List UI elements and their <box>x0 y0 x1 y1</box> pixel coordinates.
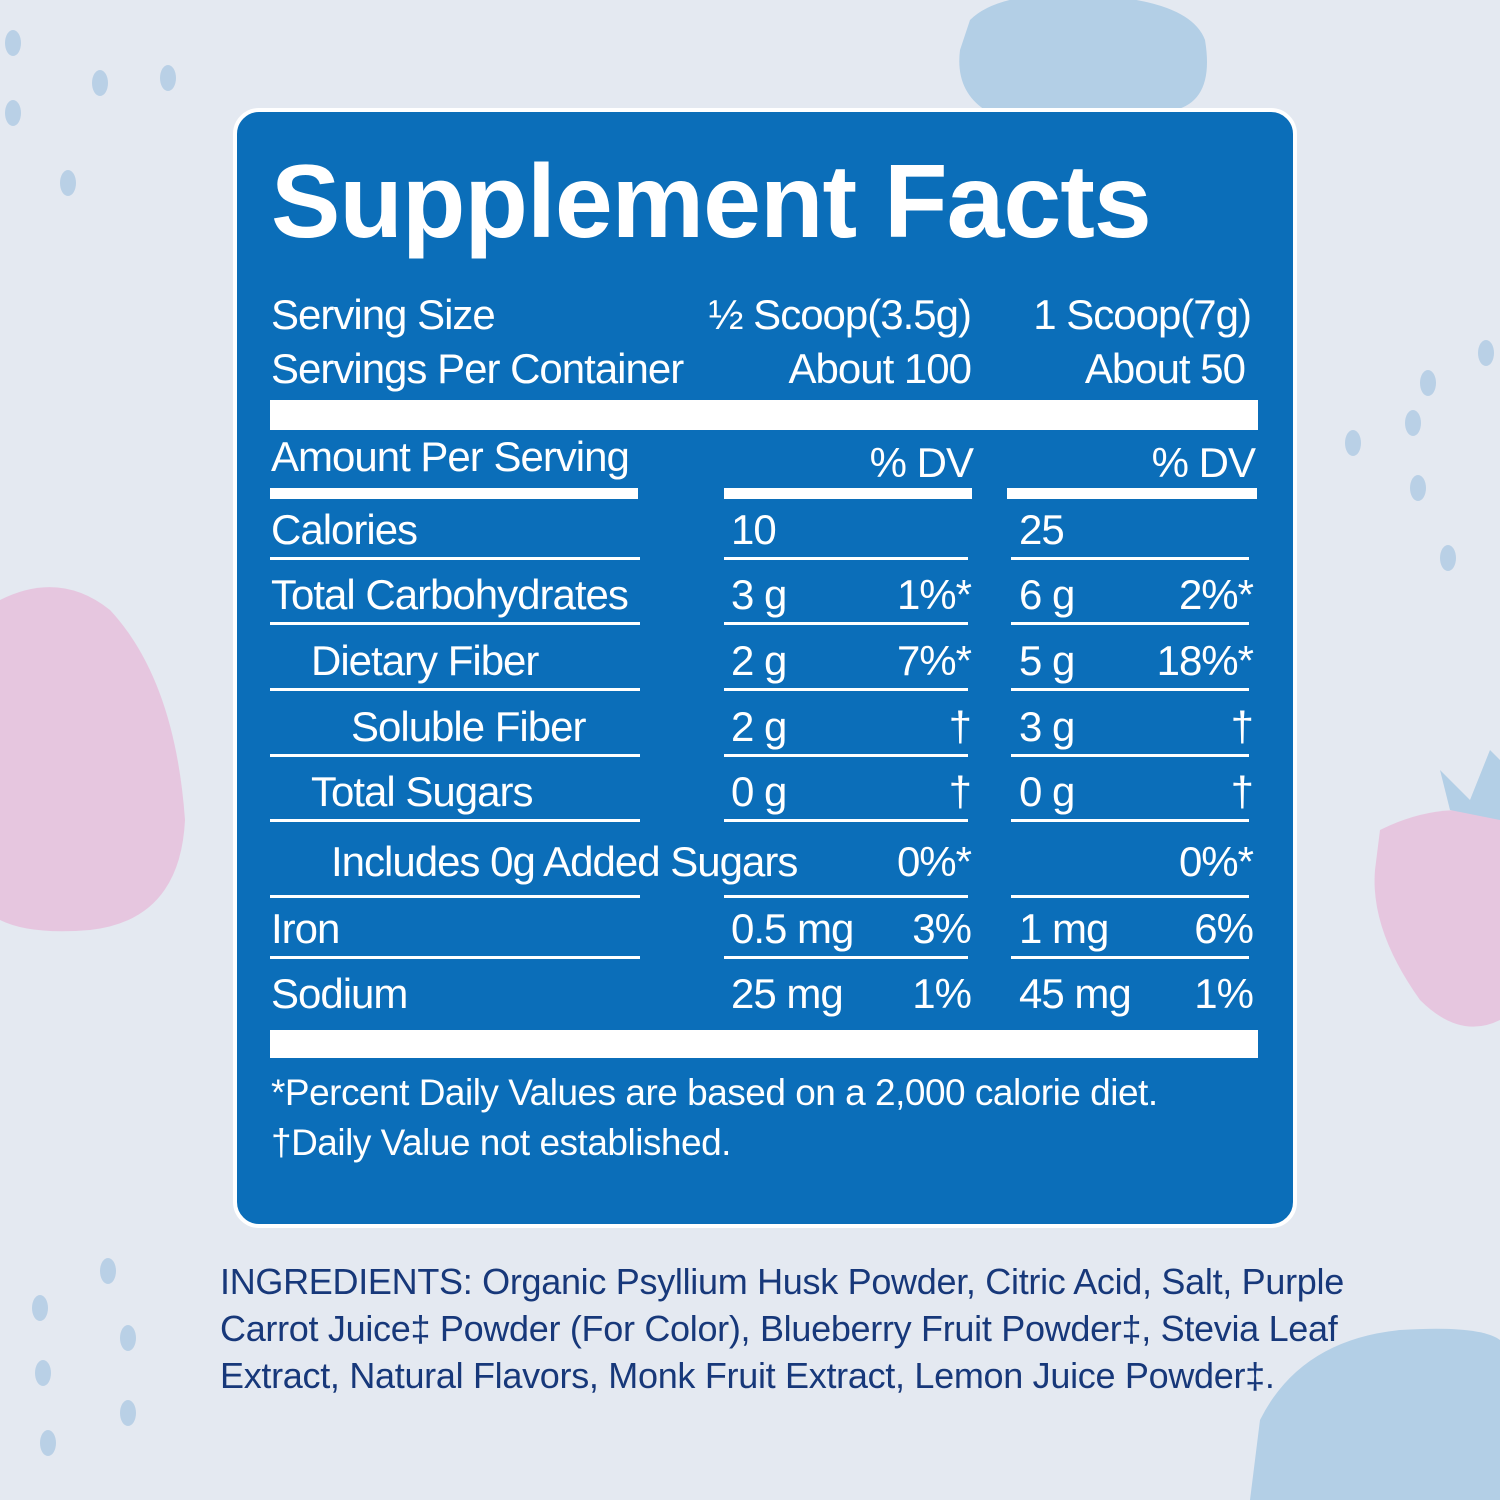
nutrient-label: Soluble Fiber <box>351 703 586 750</box>
decor-dot <box>1410 475 1426 501</box>
decor-dot <box>35 1360 51 1386</box>
dv-col2: † <box>1230 703 1254 750</box>
dv-footnote: *Percent Daily Values are based on a 2,0… <box>271 1072 1158 1113</box>
decor-dot <box>60 170 76 196</box>
row-divider <box>1011 895 1249 898</box>
strawberry-leaf-icon <box>1440 750 1500 820</box>
row-divider <box>270 622 640 625</box>
serving-size-label: Serving Size <box>271 291 496 338</box>
dv-header-col1: % DV <box>869 439 974 486</box>
row-divider <box>1011 688 1249 691</box>
header-divider <box>1007 488 1257 499</box>
decor-dot <box>100 1258 116 1284</box>
panel-title: Supplement Facts <box>271 144 1152 260</box>
decor-dot <box>1420 370 1436 396</box>
dv-col2: 0%* <box>1178 838 1254 885</box>
dv-col1: † <box>948 768 972 815</box>
row-divider <box>724 819 968 822</box>
decor-dot <box>5 30 21 56</box>
row-divider <box>270 688 640 691</box>
serving-size-col2: 1 Scoop(7g) <box>1033 291 1252 338</box>
amount-per-serving-label: Amount Per Serving <box>271 433 630 480</box>
row-divider <box>1011 956 1249 959</box>
amount-col2: 45 mg <box>1019 970 1132 1017</box>
decor-dot <box>40 1430 56 1456</box>
row-divider <box>1011 557 1249 560</box>
decor-dot <box>5 100 21 126</box>
row-divider <box>1011 622 1249 625</box>
ingredients-text: INGREDIENTS: Organic Psyllium Husk Powde… <box>220 1261 1344 1396</box>
serving-size-col1: ½ Scoop(3.5g) <box>708 291 972 338</box>
row-divider <box>270 819 640 822</box>
row-divider <box>270 956 640 959</box>
amount-col2: 0 g <box>1019 768 1075 815</box>
row-divider <box>1011 754 1249 757</box>
row-divider <box>724 895 968 898</box>
nutrient-label: Calories <box>271 506 418 553</box>
amount-col2: 3 g <box>1019 703 1075 750</box>
amount-col1: 0.5 mg <box>731 905 854 952</box>
decor-dot <box>120 1400 136 1426</box>
servings-per-container-col1: About 100 <box>788 345 972 392</box>
amount-col2: 1 mg <box>1019 905 1109 952</box>
nutrient-label: Dietary Fiber <box>311 637 539 684</box>
nutrient-label: Iron <box>271 905 340 952</box>
amount-col2: 6 g <box>1019 571 1075 618</box>
decor-dot <box>32 1295 48 1321</box>
dv-col1: 7%* <box>896 637 972 684</box>
strawberry-icon <box>1374 810 1500 1027</box>
decor-dot <box>1478 340 1494 366</box>
decor-dot <box>1405 410 1421 436</box>
servings-per-container-col2: About 50 <box>1084 345 1246 392</box>
header-divider <box>270 488 638 499</box>
decor-dot <box>120 1325 136 1351</box>
amount-col2: 25 <box>1019 506 1065 553</box>
dv-header-col2: % DV <box>1151 439 1256 486</box>
dv-col2: † <box>1230 768 1254 815</box>
nutrient-label: Total Carbohydrates <box>271 571 629 618</box>
header-divider <box>724 488 972 499</box>
row-divider <box>724 557 968 560</box>
decor-dot <box>1440 545 1456 571</box>
blueberry-icon <box>959 0 1208 110</box>
amount-col1: 2 g <box>731 703 787 750</box>
amount-col1: 0 g <box>731 768 787 815</box>
decor-dot <box>160 65 176 91</box>
dv-col1: 1% <box>912 970 972 1017</box>
amount-col1: 25 mg <box>731 970 844 1017</box>
thick-divider <box>270 1030 1258 1058</box>
row-divider <box>1011 819 1249 822</box>
dv-col1: 3% <box>912 905 972 952</box>
dv-col2: 18%* <box>1156 637 1254 684</box>
strawberry-icon <box>0 587 185 932</box>
nutrient-label: Includes 0g Added Sugars <box>331 838 798 885</box>
dv-col2: 1% <box>1194 970 1254 1017</box>
dv-col2: 6% <box>1194 905 1254 952</box>
thick-divider <box>270 400 1258 430</box>
dv-col2: 2%* <box>1178 571 1254 618</box>
row-divider <box>724 688 968 691</box>
dv-col1: 0%* <box>896 838 972 885</box>
blueberry-icon <box>1250 1328 1500 1500</box>
row-divider <box>724 754 968 757</box>
decor-dot <box>92 70 108 96</box>
dv-col1: † <box>948 703 972 750</box>
dagger-footnote: †Daily Value not established. <box>271 1122 731 1163</box>
nutrient-label: Total Sugars <box>311 768 533 815</box>
amount-col1: 2 g <box>731 637 787 684</box>
row-divider <box>724 622 968 625</box>
row-divider <box>724 956 968 959</box>
row-divider <box>270 754 640 757</box>
dv-col1: 1%* <box>896 571 972 618</box>
nutrient-label: Sodium <box>271 970 408 1017</box>
decor-dot <box>1345 430 1361 456</box>
row-divider <box>270 895 640 898</box>
row-divider <box>270 557 640 560</box>
amount-col2: 5 g <box>1019 637 1075 684</box>
servings-per-container-label: Servings Per Container <box>271 345 684 392</box>
amount-col1: 3 g <box>731 571 787 618</box>
supplement-facts-panel: Supplement Facts Serving Size ½ Scoop(3.… <box>233 108 1297 1228</box>
amount-col1: 10 <box>731 506 777 553</box>
